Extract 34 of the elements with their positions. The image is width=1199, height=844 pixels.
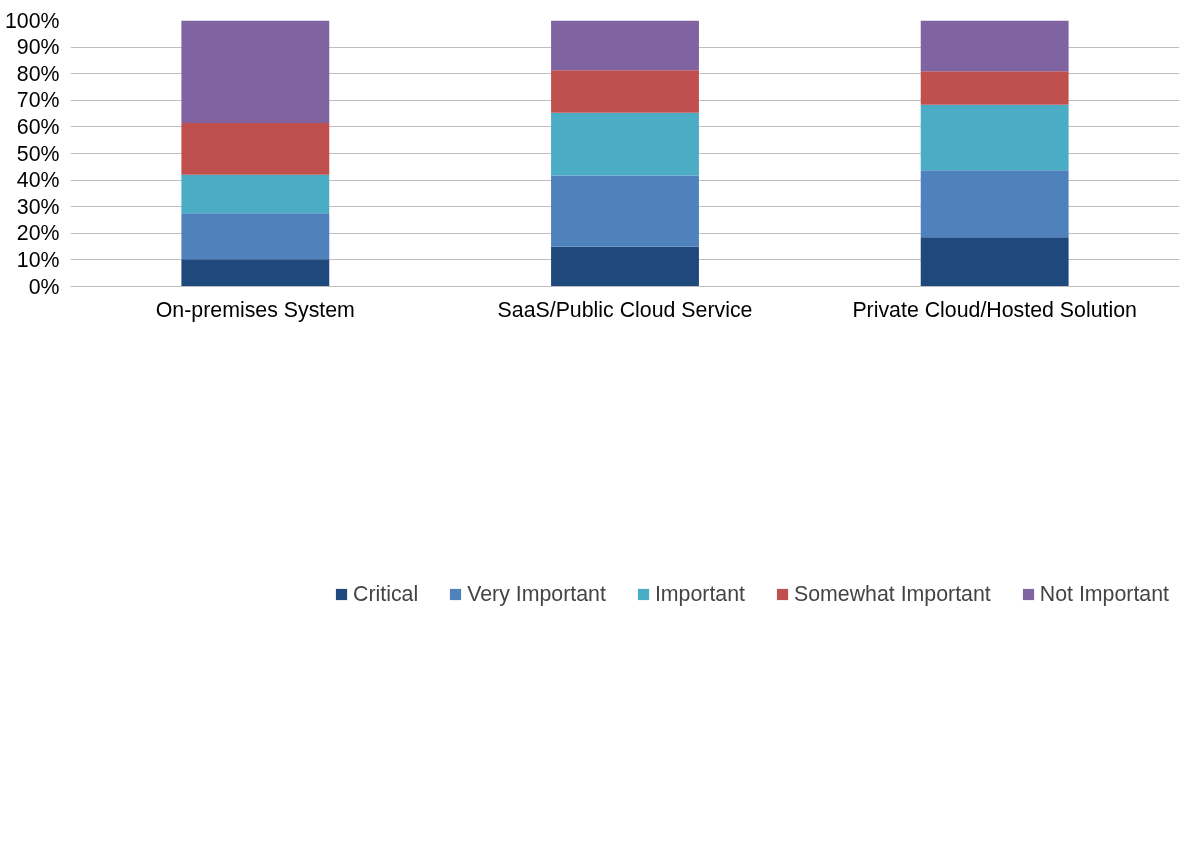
- bar: [551, 70, 699, 113]
- bar: [920, 237, 1069, 287]
- bar: [920, 71, 1069, 105]
- bar: [551, 112, 699, 176]
- y-tick-label: 90%: [16, 35, 60, 60]
- y-tick-label: 80%: [16, 61, 60, 86]
- bar: [181, 174, 330, 214]
- y-tick-label: 40%: [16, 168, 60, 193]
- y-tick-label: 60%: [16, 114, 60, 139]
- x-tick-label: SaaS/Public Cloud Service: [497, 297, 753, 322]
- legend-label: Somewhat Important: [793, 581, 991, 607]
- bar: [181, 20, 330, 123]
- legend-label: Critical: [353, 581, 419, 607]
- legend-label: Very Important: [467, 581, 606, 607]
- bar: [551, 246, 699, 287]
- bar: [181, 122, 330, 175]
- y-tick-label: 10%: [16, 247, 60, 272]
- x-tick-label: Private Cloud/Hosted Solution: [852, 297, 1137, 322]
- y-tick-label: 20%: [16, 221, 60, 246]
- y-tick-label: 30%: [16, 194, 60, 219]
- y-tick-label: 100%: [4, 8, 60, 33]
- y-tick-label: 50%: [16, 141, 60, 166]
- x-tick-label: On-premises System: [155, 297, 355, 322]
- bar: [181, 213, 330, 260]
- legend-label: Important: [654, 581, 745, 607]
- legend-label: Not Important: [1039, 581, 1169, 607]
- bar: [920, 170, 1069, 238]
- bar: [920, 20, 1069, 72]
- bar: [551, 20, 699, 71]
- y-tick-label: 0%: [28, 274, 60, 299]
- bar: [920, 104, 1069, 171]
- bar: [181, 259, 330, 287]
- bar: [551, 175, 699, 247]
- y-tick-label: 70%: [16, 88, 60, 113]
